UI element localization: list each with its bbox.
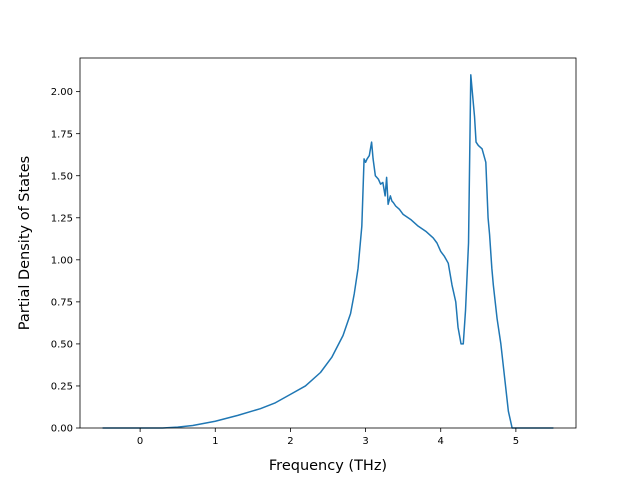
x-tick-label: 2 [287,436,293,447]
x-tick-label: 3 [362,436,368,447]
y-tick-label: 1.50 [51,171,73,182]
y-tick-label: 0.25 [51,382,73,393]
x-tick-label: 1 [212,436,218,447]
y-tick-label: 2.00 [51,87,73,98]
y-tick-label: 0.50 [51,340,73,351]
y-tick-label: 1.00 [51,255,73,266]
y-tick-label: 1.75 [51,129,73,140]
y-axis-label: Partial Density of States [17,156,33,330]
y-tick-label: 0.00 [51,424,73,435]
x-axis-ticks: 0 1 2 3 4 5 [137,428,519,447]
x-tick-label: 0 [137,436,143,447]
plot-area [80,58,576,428]
y-tick-label: 1.25 [51,213,73,224]
series-line-1 [102,74,554,429]
x-axis-label: Frequency (THz) [269,458,387,474]
y-axis-ticks: 0.00 0.25 0.50 0.75 1.00 1.25 1.50 1.75 2.00 [51,87,80,435]
axes-frame [79,57,577,429]
y-tick-label: 0.75 [51,297,73,308]
x-tick-label: 5 [513,436,519,447]
x-tick-label: 4 [438,436,444,447]
series-layer [102,74,554,429]
